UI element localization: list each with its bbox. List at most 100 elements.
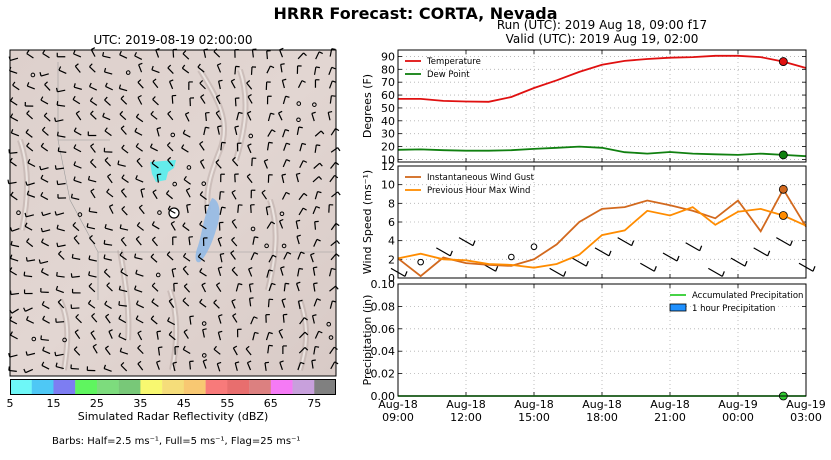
colorbar-cell (31, 379, 54, 395)
wind-barb (149, 143, 158, 152)
wind-barb (72, 49, 82, 58)
wind-barb (246, 80, 253, 90)
wind-barb (56, 224, 65, 232)
calm-wind-marker (16, 210, 21, 216)
wind-barb (75, 313, 82, 324)
wind-barb (201, 282, 207, 293)
wind-barb (219, 206, 226, 216)
wind-barb (89, 63, 96, 73)
wind-barb (267, 129, 276, 137)
colorbar-label: Simulated Radar Reflectivity (dBZ) (77, 410, 269, 423)
wind-barb (55, 362, 64, 370)
wind-barb (135, 269, 144, 277)
y-tick-label: 50 (381, 102, 395, 115)
wind-barb (266, 269, 273, 278)
calm-wind-marker (201, 321, 207, 326)
wind-barb (150, 110, 158, 120)
wind-barb (137, 330, 143, 341)
wind-barb (730, 257, 748, 267)
wind-barb (87, 299, 96, 309)
wind-barb (313, 345, 320, 355)
wind-barb (267, 344, 273, 354)
wind-barb (56, 242, 66, 248)
wind-barb (40, 267, 49, 276)
wind-barb (91, 313, 98, 323)
wind-barb (103, 147, 113, 153)
y-tick-label: 10 (381, 153, 395, 166)
plot-frame (397, 49, 807, 163)
legend-label: Previous Hour Max Wind (427, 186, 530, 196)
wind-barb (41, 238, 49, 247)
wind-barb (138, 62, 143, 73)
wind-barb (313, 238, 321, 247)
wind-barb (157, 346, 163, 356)
wind-barb (151, 298, 159, 308)
wind-barb (174, 346, 179, 355)
colorbar-cell (292, 379, 315, 395)
colorbar-cell (314, 379, 336, 395)
wind-barb (266, 141, 273, 151)
ridge-highlight (199, 69, 225, 211)
series-line-temperature (398, 54, 807, 103)
wind-barb (120, 268, 129, 277)
wind-barb (56, 101, 66, 107)
wind-barb (297, 52, 307, 60)
wind-barb (89, 97, 98, 106)
wind-barb (119, 224, 129, 231)
wind-barb (265, 205, 271, 216)
wind-barb (594, 247, 612, 257)
wind-barb (314, 330, 323, 339)
wind-barb (247, 94, 253, 104)
wind-barb (10, 113, 19, 122)
wind-barb (298, 207, 307, 216)
wind-barb (155, 48, 160, 58)
y-tick-label: 60 (381, 89, 395, 102)
wind-barb (231, 218, 238, 229)
wind-barb (330, 127, 340, 136)
y-axis-label: Wind Speed (ms⁻¹) (361, 170, 374, 274)
wind-barb (279, 47, 284, 58)
wind-barb (135, 315, 144, 324)
y-tick-label: 0.10 (371, 278, 396, 291)
wind-barb (231, 236, 238, 247)
wind-barb (10, 191, 18, 201)
wind-barb (25, 181, 35, 186)
calm-wind-marker (248, 133, 254, 139)
wind-barb (298, 346, 309, 354)
wind-barb (199, 79, 206, 90)
wind-barb (72, 95, 81, 105)
colorbar-cell (205, 379, 228, 395)
wind-barb (267, 112, 275, 122)
legend: Instantaneous Wind Gust Previous Hour Max… (405, 173, 535, 196)
wind-barb (296, 234, 301, 245)
wind-barb (105, 313, 111, 324)
calm-wind-marker (31, 336, 37, 342)
wind-barb (168, 298, 175, 308)
wind-barb (330, 361, 339, 370)
wind-barb (188, 236, 193, 246)
wind-barb (297, 299, 303, 310)
wind-barb (331, 191, 341, 198)
calm-wind-marker (186, 165, 192, 170)
wind-barb (167, 64, 174, 74)
wind-barb (798, 262, 816, 272)
wind-barb (282, 129, 290, 138)
wind-barb (218, 221, 224, 231)
wind-barb (200, 94, 206, 104)
wind-barb (234, 125, 239, 135)
wind-barb (103, 364, 112, 372)
wind-barb (119, 251, 127, 261)
wind-barb (216, 361, 222, 372)
y-tick-label: 70 (381, 76, 395, 89)
wind-barb (708, 267, 725, 277)
calm-wind-marker (312, 102, 317, 107)
wind-barb (246, 173, 253, 184)
wind-barb (167, 156, 174, 167)
wind-barb (172, 48, 178, 58)
wind-barb (40, 191, 49, 201)
valid-time-marker (778, 150, 788, 160)
wind-barb (86, 366, 96, 372)
wind-barb (73, 176, 82, 184)
